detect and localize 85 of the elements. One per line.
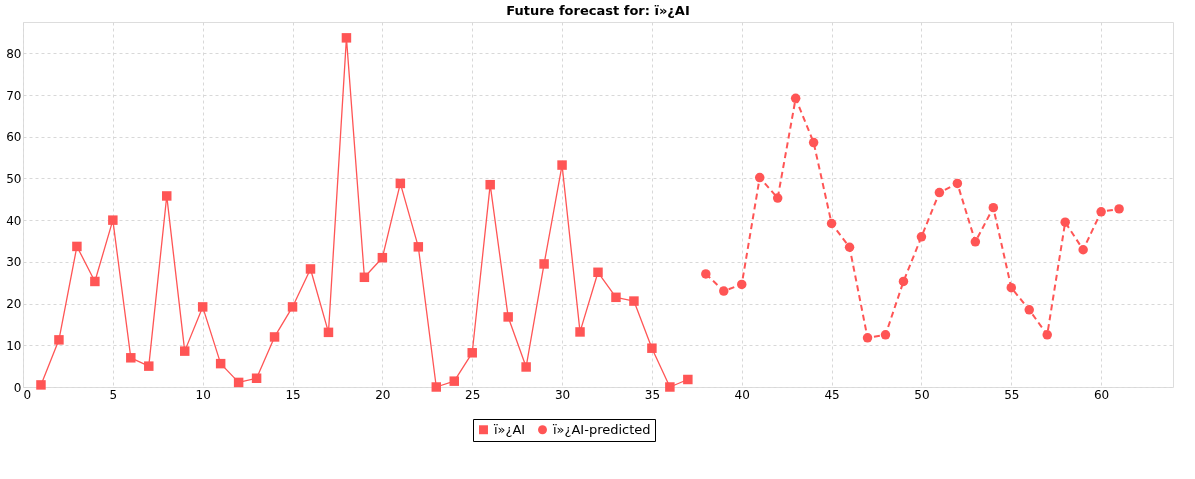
point <box>54 335 64 345</box>
legend-label: ï»¿AI-predicted <box>552 421 651 437</box>
x-tick-label: 60 <box>1093 387 1110 402</box>
point <box>970 237 981 247</box>
point <box>1042 330 1052 340</box>
point <box>1024 305 1034 315</box>
point <box>862 333 873 343</box>
point <box>701 269 711 279</box>
point <box>934 187 945 198</box>
point <box>539 259 549 269</box>
y-tick-label: 80 <box>6 46 22 61</box>
y-tick-label: 30 <box>6 255 22 270</box>
x-tick-label: 10 <box>195 387 211 402</box>
point <box>36 380 46 390</box>
point <box>126 353 136 363</box>
x-tick-label: 35 <box>644 387 661 402</box>
point <box>719 286 729 296</box>
x-tick-label: 45 <box>824 387 840 402</box>
point <box>179 346 190 356</box>
y-tick-label: 10 <box>6 338 22 353</box>
point <box>826 218 837 229</box>
point <box>503 312 513 322</box>
point <box>575 327 585 337</box>
point <box>754 172 765 183</box>
point <box>72 241 82 252</box>
point <box>90 276 100 287</box>
y-tick-label: 40 <box>6 213 22 228</box>
point <box>485 179 495 190</box>
point <box>251 373 262 383</box>
point <box>808 137 819 148</box>
x-tick-label: 50 <box>914 387 930 402</box>
point <box>880 330 891 340</box>
point <box>988 202 999 213</box>
point <box>287 302 298 312</box>
point <box>898 276 909 287</box>
x-tick-label: 5 <box>109 387 118 402</box>
point <box>1114 204 1124 214</box>
point <box>144 361 154 371</box>
point <box>1096 207 1106 217</box>
point <box>377 252 388 263</box>
point <box>233 377 244 388</box>
point <box>772 193 783 203</box>
point <box>737 279 747 290</box>
point <box>395 178 406 189</box>
point <box>323 327 334 338</box>
point <box>1078 245 1088 255</box>
y-tick-label: 20 <box>6 297 22 312</box>
x-tick-label: 25 <box>465 387 481 402</box>
point <box>683 374 693 385</box>
y-tick-label: 70 <box>6 88 22 103</box>
point <box>916 232 927 242</box>
point <box>611 292 621 303</box>
point <box>593 267 603 278</box>
point <box>1060 217 1070 227</box>
point <box>557 160 567 170</box>
point <box>341 33 352 43</box>
point <box>197 302 208 312</box>
point <box>359 272 370 283</box>
x-tick-label: 0 <box>23 387 32 402</box>
x-tick-label: 30 <box>554 387 571 402</box>
legend-label: ï»¿AI <box>493 421 526 437</box>
point <box>844 242 855 252</box>
point <box>521 362 531 372</box>
y-tick-label: 60 <box>6 130 22 145</box>
x-tick-label: 55 <box>1004 387 1020 402</box>
point <box>1006 282 1017 293</box>
point <box>647 343 657 353</box>
chart-title: Future forecast for: ï»¿AI <box>506 3 690 18</box>
y-tick-label: 50 <box>6 171 22 186</box>
point <box>665 382 675 392</box>
point <box>629 296 639 306</box>
point <box>467 348 477 358</box>
point <box>269 332 280 342</box>
x-tick-label: 40 <box>734 387 750 402</box>
point <box>449 376 459 386</box>
x-tick-label: 15 <box>285 387 301 402</box>
point <box>952 178 963 189</box>
point <box>215 358 226 369</box>
point <box>413 242 424 252</box>
point <box>305 264 316 274</box>
point <box>162 191 172 201</box>
x-tick-label: 20 <box>375 387 391 402</box>
point <box>790 93 801 104</box>
point <box>108 215 118 225</box>
point <box>431 382 442 392</box>
